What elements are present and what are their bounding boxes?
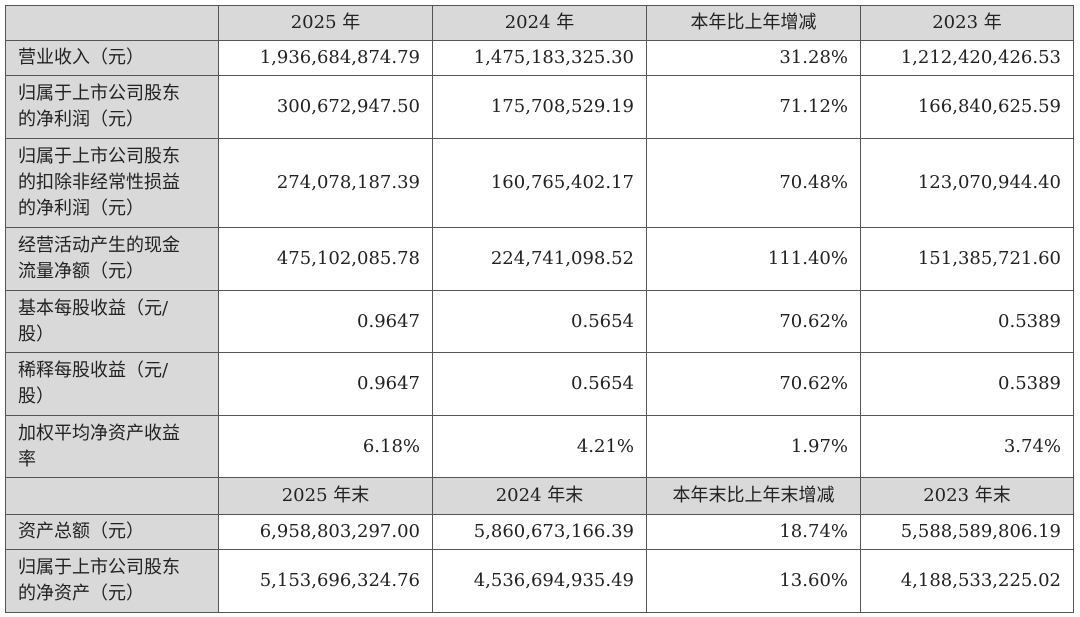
row-label-line: 营业收入（元） [18, 47, 144, 68]
value-cell: 3.74% [860, 415, 1074, 478]
value-cell: 5,860,673,166.39 [432, 514, 647, 550]
value-cell: 111.40% [646, 227, 861, 291]
row-label-line: 资产总额（元） [18, 521, 144, 542]
value-cell: 4,536,694,935.49 [432, 549, 647, 613]
value-cell: 123,070,944.40 [860, 138, 1074, 228]
value-cell: 224,741,098.52 [432, 227, 647, 291]
value-cell: 1.97% [646, 415, 861, 478]
header-corner [5, 477, 219, 515]
row-label: 营业收入（元） [5, 40, 219, 76]
row-label-line: 股） [18, 323, 54, 345]
column-header: 2025 年末 [218, 477, 433, 515]
header-row: 2025 年末 2024 年末 本年末比上年末增减 2023 年末 [5, 477, 1074, 515]
value-cell: 0.5654 [432, 290, 647, 353]
table-row: 资产总额（元） 6,958,803,297.00 5,860,673,166.39 1… [5, 514, 1074, 550]
table-row: 营业收入（元） 1,936,684,874.79 1,475,183,325.30 3… [5, 40, 1074, 76]
row-label-line: 归属于上市公司股东 [18, 146, 180, 167]
value-cell: 31.28% [646, 40, 861, 76]
value-cell: 5,153,696,324.76 [218, 549, 433, 613]
column-header: 本年比上年增减 [646, 5, 861, 41]
value-cell: 300,672,947.50 [218, 75, 433, 139]
value-cell: 160,765,402.17 [432, 138, 647, 228]
row-label: 基本每股收益（元/股） [5, 290, 219, 353]
value-cell: 4.21% [432, 415, 647, 478]
table-row: 稀释每股收益（元/股） 0.9647 0.5654 70.62% 0.5389 [5, 352, 1074, 416]
row-label-line: 的净利润（元） [18, 109, 144, 130]
value-cell: 0.5654 [432, 352, 647, 416]
value-cell: 1,212,420,426.53 [860, 40, 1074, 76]
column-header: 本年末比上年末增减 [646, 477, 861, 515]
financial-summary-table: 2025 年 2024 年本年比上年增减 2023 年营业收入（元） 1,936,68… [5, 5, 1074, 613]
value-cell: 166,840,625.59 [860, 75, 1074, 139]
value-cell: 70.62% [646, 290, 861, 353]
value-cell: 0.9647 [218, 352, 433, 416]
row-label-line: 归属于上市公司股东 [18, 557, 180, 578]
row-label: 归属于上市公司股东 的净资产（元） [5, 549, 219, 613]
column-header: 2024 年末 [432, 477, 647, 515]
column-header: 2023 年末 [860, 477, 1074, 515]
column-header: 2024 年 [432, 5, 647, 41]
row-label-line: 流量净额（元） [18, 261, 144, 282]
value-cell: 0.9647 [218, 290, 433, 353]
row-label-line: 加权平均净资产收益 [18, 422, 180, 444]
row-label: 归属于上市公司股东 的扣除非经常性损益 的净利润（元） [5, 138, 219, 228]
table-row: 加权平均净资产收益率 6.18% 4.21% 1.97% 3.74% [5, 415, 1074, 478]
value-cell: 151,385,721.60 [860, 227, 1074, 291]
table-row: 归属于上市公司股东 的净利润（元） 300,672,947.50 175,708,52… [5, 75, 1074, 139]
row-label-line: 经营活动产生的现金 [18, 235, 180, 256]
row-label-line: 归属于上市公司股东 [18, 83, 180, 104]
value-cell: 274,078,187.39 [218, 138, 433, 228]
value-cell: 13.60% [646, 549, 861, 613]
value-cell: 475,102,085.78 [218, 227, 433, 291]
table-row: 归属于上市公司股东 的扣除非经常性损益 的净利润（元） 274,078,187.39 1… [5, 138, 1074, 228]
row-label: 经营活动产生的现金 流量净额（元） [5, 227, 219, 291]
row-label-line: 股） [18, 386, 54, 407]
row-label: 稀释每股收益（元/股） [5, 352, 219, 416]
row-label: 加权平均净资产收益率 [5, 415, 219, 478]
table-row: 经营活动产生的现金 流量净额（元） 475,102,085.78 224,741,09… [5, 227, 1074, 291]
row-label-line: 稀释每股收益（元/ [18, 360, 169, 381]
row-label-line: 率 [18, 448, 36, 470]
value-cell: 4,188,533,225.02 [860, 549, 1074, 613]
value-cell: 71.12% [646, 75, 861, 139]
row-label-line: 的净利润（元） [18, 198, 144, 219]
value-cell: 0.5389 [860, 352, 1074, 416]
value-cell: 1,475,183,325.30 [432, 40, 647, 76]
row-label-line: 的扣除非经常性损益 [18, 172, 180, 193]
row-label-line: 基本每股收益（元/ [18, 297, 169, 319]
value-cell: 70.62% [646, 352, 861, 416]
value-cell: 18.74% [646, 514, 861, 550]
value-cell: 5,588,589,806.19 [860, 514, 1074, 550]
row-label: 资产总额（元） [5, 514, 219, 550]
row-label: 归属于上市公司股东 的净利润（元） [5, 75, 219, 139]
table-row: 基本每股收益（元/股） 0.9647 0.5654 70.62% 0.5389 [5, 290, 1074, 353]
value-cell: 70.48% [646, 138, 861, 228]
value-cell: 1,936,684,874.79 [218, 40, 433, 76]
row-label-line: 的净资产（元） [18, 583, 144, 604]
header-corner [5, 5, 219, 41]
column-header: 2023 年 [860, 5, 1074, 41]
value-cell: 6.18% [218, 415, 433, 478]
table-row: 归属于上市公司股东 的净资产（元） 5,153,696,324.76 4,536,69… [5, 549, 1074, 613]
header-row: 2025 年 2024 年本年比上年增减 2023 年 [5, 5, 1074, 41]
column-header: 2025 年 [218, 5, 433, 41]
value-cell: 0.5389 [860, 290, 1074, 353]
value-cell: 175,708,529.19 [432, 75, 647, 139]
value-cell: 6,958,803,297.00 [218, 514, 433, 550]
